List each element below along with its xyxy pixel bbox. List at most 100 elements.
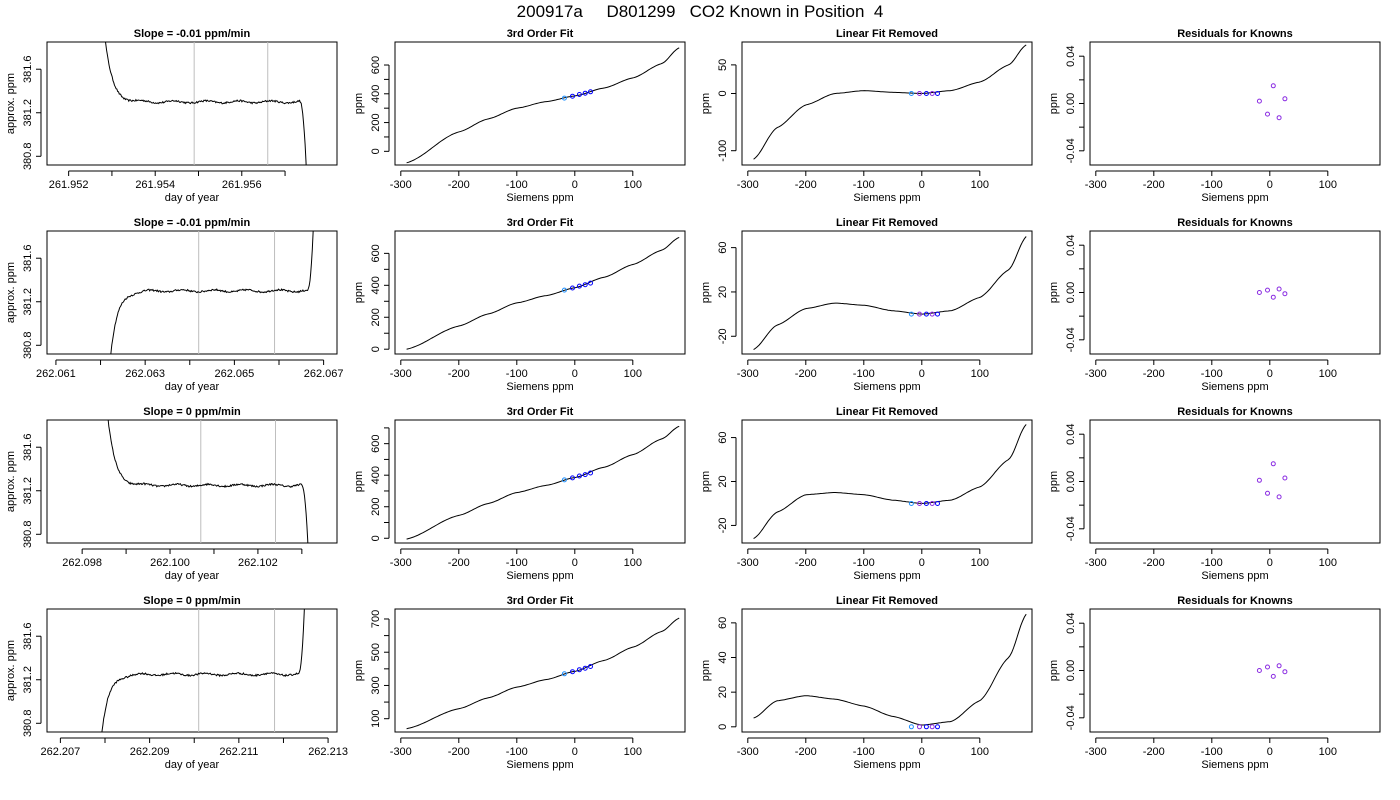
data-point xyxy=(576,667,582,673)
data-point xyxy=(1270,461,1276,467)
y-axis-label: approx. ppm xyxy=(5,262,17,323)
y-tick-label: 0.04 xyxy=(1065,234,1077,255)
plot-frame xyxy=(1089,230,1381,355)
x-tick-label: -300 xyxy=(1085,557,1107,569)
x-tick-label: 262.067 xyxy=(304,368,344,380)
x-tick-label: 0 xyxy=(919,557,925,569)
panel-title: Residuals for Knowns xyxy=(1177,28,1293,40)
data-point xyxy=(908,501,914,506)
plot-frame xyxy=(1089,41,1381,166)
x-tick-label: 261.954 xyxy=(135,179,175,191)
x-tick-label: 262.098 xyxy=(62,557,102,569)
x-tick-label: 100 xyxy=(971,746,989,758)
plot-area xyxy=(1256,461,1288,500)
data-point xyxy=(1256,290,1262,295)
x-tick-label: 262.063 xyxy=(125,368,165,380)
fit-curve xyxy=(406,236,680,350)
y-tick-label: -0.04 xyxy=(1065,705,1077,730)
plot-frame xyxy=(46,41,338,166)
panel-r4-c4: Residuals for Knowns -300 -200 -100 0 100 Siem… xyxy=(1048,595,1381,771)
x-tick-label: -200 xyxy=(448,557,470,569)
y-axis-label: ppm xyxy=(1048,93,1060,114)
series-trace xyxy=(107,420,309,543)
x-axis-label: Siemens ppm xyxy=(1201,192,1268,204)
x-axis-label: Siemens ppm xyxy=(1201,570,1268,582)
x-tick-label: 100 xyxy=(1319,557,1337,569)
x-tick-label: 100 xyxy=(971,557,989,569)
x-tick-label: -300 xyxy=(390,746,412,758)
y-tick-label: 200 xyxy=(370,308,382,326)
x-tick-label: 262.061 xyxy=(36,368,76,380)
data-point xyxy=(582,90,588,96)
plot-area xyxy=(110,231,314,354)
data-point xyxy=(929,501,935,506)
x-tick-label: -200 xyxy=(1143,746,1165,758)
data-point xyxy=(561,477,567,483)
data-point xyxy=(935,501,940,506)
plot-frame xyxy=(394,608,686,733)
x-tick-label: -300 xyxy=(737,557,759,569)
data-point xyxy=(917,91,922,96)
x-tick-label: 262.211 xyxy=(219,746,258,758)
data-point xyxy=(917,724,922,730)
data-point xyxy=(1256,98,1262,104)
data-point xyxy=(1270,294,1276,300)
data-point xyxy=(1256,668,1262,673)
data-point xyxy=(935,91,940,96)
y-axis-label: ppm xyxy=(1048,660,1060,681)
y-tick-label: 20 xyxy=(717,286,729,298)
fit-curve xyxy=(753,613,1027,726)
y-tick-label: 0.00 xyxy=(1065,282,1077,303)
data-point xyxy=(923,724,929,730)
data-point xyxy=(1265,490,1270,496)
x-tick-label: 100 xyxy=(971,179,989,191)
x-axis-label: Siemens ppm xyxy=(1201,381,1268,393)
y-axis-label: approx. ppm xyxy=(5,73,17,134)
data-point xyxy=(1265,664,1270,670)
y-tick-label: 381.2 xyxy=(22,477,34,505)
data-point xyxy=(1256,477,1262,483)
y-tick-label: 60 xyxy=(717,431,729,443)
y-axis-label: ppm xyxy=(1048,282,1060,303)
x-tick-label: -100 xyxy=(853,557,875,569)
data-point xyxy=(588,280,593,286)
panel-r3-c1: Slope = 0 ppm/min 262.098 262.100 262.102 da… xyxy=(5,406,338,582)
plot-frame xyxy=(394,419,686,544)
x-tick-label: -200 xyxy=(795,746,817,758)
data-point xyxy=(929,311,935,317)
x-tick-label: -200 xyxy=(795,557,817,569)
y-tick-label: 200 xyxy=(370,113,382,131)
y-tick-label: -0.04 xyxy=(1065,516,1077,541)
x-tick-label: -200 xyxy=(448,746,470,758)
y-tick-label: 100 xyxy=(370,710,382,728)
y-tick-label: 380.8 xyxy=(22,521,34,549)
x-tick-label: -200 xyxy=(448,368,470,380)
y-axis-label: ppm xyxy=(700,93,712,114)
x-tick-label: 262.065 xyxy=(215,368,255,380)
x-tick-label: 261.956 xyxy=(222,179,262,191)
panel-title: 3rd Order Fit xyxy=(507,217,574,229)
data-point xyxy=(923,91,929,96)
y-tick-label: 500 xyxy=(370,643,382,661)
x-axis-label: Siemens ppm xyxy=(506,192,573,204)
data-point xyxy=(570,669,575,675)
panel-title: Linear Fit Removed xyxy=(836,217,938,229)
data-point xyxy=(917,311,922,317)
y-tick-label: 60 xyxy=(717,241,729,253)
y-tick-label: 0.00 xyxy=(1065,660,1077,681)
data-point xyxy=(582,282,588,288)
plot-area xyxy=(1256,663,1288,679)
plot-area xyxy=(753,613,1027,730)
x-tick-label: 100 xyxy=(624,368,642,380)
y-tick-label: 0.00 xyxy=(1065,93,1077,114)
x-axis-label: Siemens ppm xyxy=(853,570,920,582)
x-axis-label: Siemens ppm xyxy=(506,570,573,582)
x-tick-label: -300 xyxy=(390,368,412,380)
x-tick-label: -100 xyxy=(1201,179,1223,191)
x-tick-label: 100 xyxy=(1319,179,1337,191)
data-point xyxy=(1265,111,1270,117)
x-tick-label: 0 xyxy=(572,746,578,758)
y-tick-label: 400 xyxy=(370,466,382,484)
x-axis-label: day of year xyxy=(165,759,220,771)
data-point xyxy=(1276,286,1282,292)
